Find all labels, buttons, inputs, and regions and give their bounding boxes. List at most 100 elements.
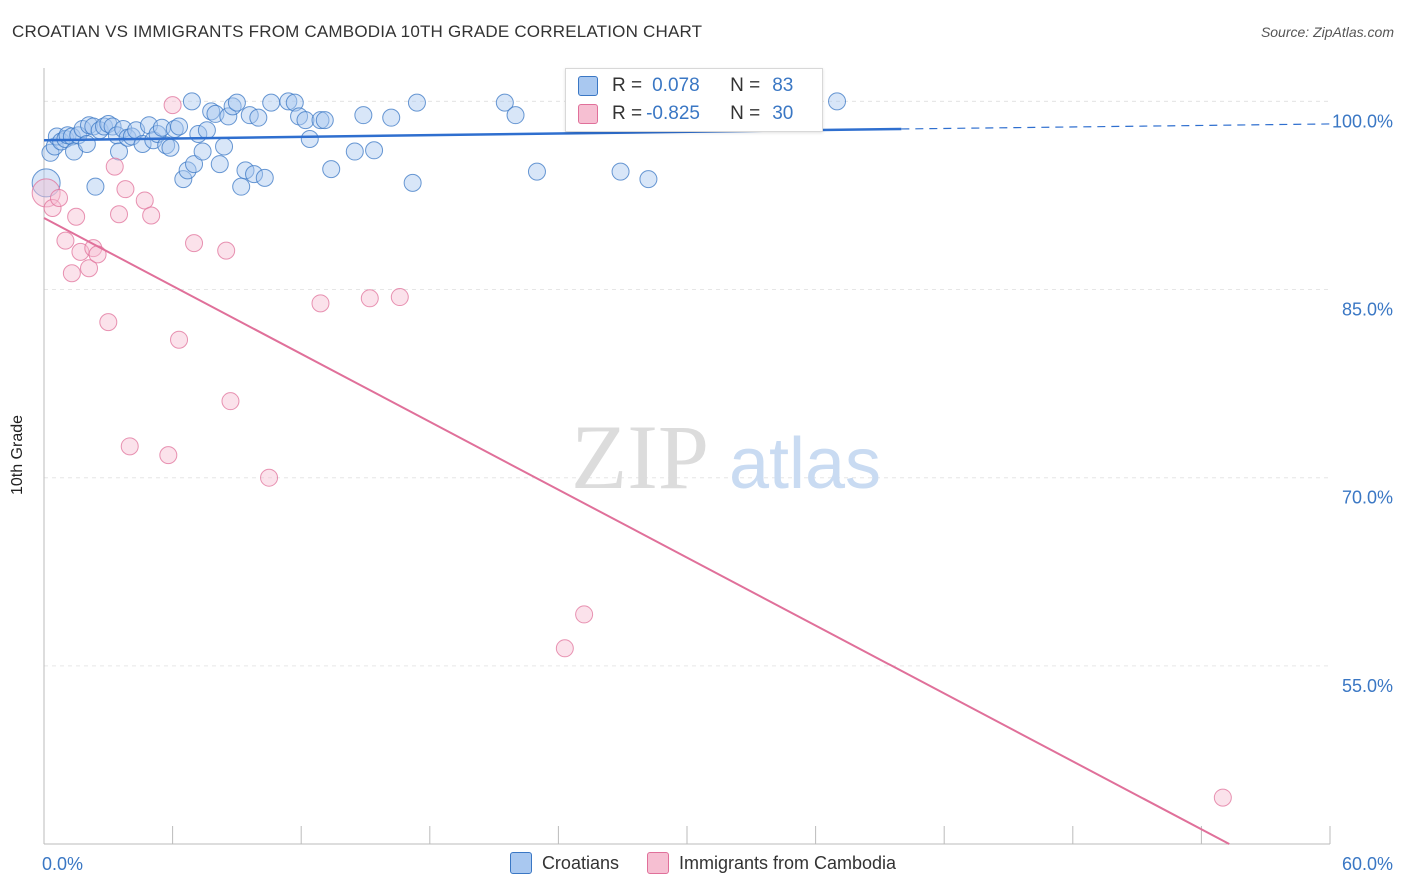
cambodia-point	[62, 264, 81, 283]
legend-swatch-cambodia	[646, 852, 669, 874]
croatians-point	[86, 177, 105, 196]
croatians-point	[300, 129, 319, 148]
cambodia-point	[575, 605, 594, 624]
croatians-point	[103, 117, 122, 136]
croatians-point	[185, 155, 204, 174]
cambodia-point	[50, 188, 69, 207]
croatians-point	[193, 142, 212, 161]
croatians-swatch	[578, 76, 598, 96]
croatians-point	[311, 111, 330, 130]
croatians-point	[174, 170, 193, 189]
cambodia-point	[135, 191, 154, 210]
stats-row-cambodia: R = -0.825 N = 30	[578, 100, 793, 128]
croatians-point	[262, 93, 281, 112]
croatians-point	[527, 162, 546, 181]
n-label: N =	[730, 75, 761, 96]
n-value: 30	[772, 103, 794, 124]
cambodia-point	[170, 330, 189, 349]
croatians-point	[403, 173, 422, 192]
cambodia-point	[99, 313, 118, 332]
cambodia-point	[390, 288, 409, 307]
croatians-point	[245, 165, 264, 184]
croatians-point	[382, 108, 401, 127]
croatians-point	[232, 177, 251, 196]
r-value: -0.825	[646, 103, 700, 124]
cambodia-point	[1213, 788, 1232, 807]
r-label: R =	[612, 103, 643, 124]
watermark: ZIP atlas	[571, 406, 881, 508]
stats-row-croatians: R = 0.078 N = 83	[578, 72, 793, 100]
cambodia-point	[56, 231, 75, 250]
r-label: R =	[612, 75, 643, 96]
cambodia-point	[105, 157, 124, 176]
croatians-point	[219, 107, 238, 126]
croatians-point	[322, 160, 341, 179]
croatians-trend-extension	[901, 123, 1331, 130]
cambodia-point	[116, 180, 135, 199]
cambodia-point	[555, 639, 574, 658]
croatians-point	[285, 93, 304, 112]
cambodia-point	[120, 437, 139, 456]
cambodia-point	[80, 259, 99, 278]
croatians-point	[279, 92, 298, 111]
watermark-zip: ZIP	[571, 406, 709, 508]
stats-legend: R = 0.078 N = 83 R = -0.825 N = 30	[565, 68, 823, 132]
legend: Croatians Immigrants from Cambodia	[0, 852, 1406, 874]
cambodia-point	[67, 207, 86, 226]
croatians-point	[77, 135, 96, 154]
r-value: 0.078	[652, 75, 700, 96]
croatians-point	[315, 111, 334, 130]
x-tick-label: 60.0%	[1342, 854, 1393, 874]
cambodia-point	[260, 468, 279, 487]
croatians-point	[227, 93, 246, 112]
croatians-point	[236, 161, 255, 180]
croatians-point	[249, 108, 268, 127]
watermark-atlas: atlas	[729, 424, 881, 504]
y-tick-label: 70.0%	[1342, 488, 1393, 508]
cambodia-point	[185, 234, 204, 253]
croatians-point	[110, 142, 129, 161]
cambodia-swatch	[578, 104, 598, 124]
legend-label-croatians: Croatians	[541, 852, 619, 873]
cambodia-point	[43, 198, 62, 217]
cambodia-point	[311, 294, 330, 313]
tick-labels: 100.0% 85.0% 70.0% 55.0% 0.0% 60.0%	[42, 111, 1393, 874]
croatians-point	[182, 92, 201, 111]
croatians-point	[639, 170, 658, 189]
data-points	[31, 92, 1232, 807]
croatians-point	[161, 138, 180, 157]
legend-swatch-croatians	[509, 852, 532, 874]
legend-item-croatians: Croatians	[509, 852, 619, 874]
croatians-point	[611, 162, 630, 181]
croatians-point	[210, 155, 229, 174]
cambodia-point	[142, 206, 161, 225]
croatians-point	[345, 142, 364, 161]
croatians-point	[170, 117, 189, 136]
cambodia-point	[163, 96, 182, 115]
n-label: N =	[730, 103, 761, 124]
y-tick-label: 85.0%	[1342, 300, 1393, 320]
croatians-point	[296, 111, 315, 130]
cambodia-point	[217, 241, 236, 260]
croatians-point	[197, 121, 216, 140]
cambodia-point	[360, 289, 379, 308]
x-tick-label: 0.0%	[42, 854, 83, 874]
cambodia-trend-line	[43, 217, 1230, 845]
cambodia-point	[159, 446, 178, 465]
n-value: 83	[772, 75, 794, 96]
source-label: Source: ZipAtlas.com	[1260, 24, 1394, 40]
croatians-point	[495, 93, 514, 112]
cambodia-point	[221, 392, 240, 411]
y-tick-label: 55.0%	[1342, 676, 1393, 696]
axes	[43, 68, 1331, 845]
legend-label-cambodia: Immigrants from Cambodia	[678, 852, 897, 873]
croatians-point	[828, 92, 847, 111]
y-tick-label: 100.0%	[1332, 111, 1393, 131]
croatians-point	[31, 168, 61, 198]
legend-item-cambodia: Immigrants from Cambodia	[646, 852, 897, 874]
croatians-point	[506, 106, 525, 125]
croatians-point	[354, 106, 373, 125]
croatians-point	[215, 137, 234, 156]
cambodia-point	[110, 205, 129, 224]
